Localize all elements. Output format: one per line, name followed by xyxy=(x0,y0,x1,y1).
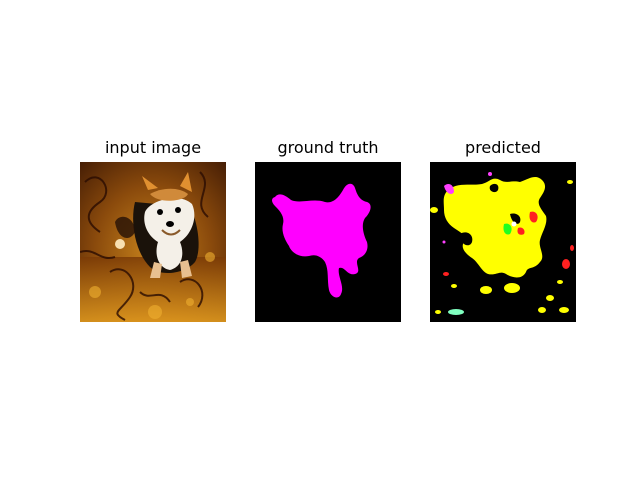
predicted-main-region xyxy=(443,176,547,278)
input-image-panel xyxy=(80,162,226,322)
predicted-panel xyxy=(430,162,576,322)
input-image xyxy=(80,162,226,322)
ground-truth-dog-region xyxy=(272,183,371,298)
input-image-title: input image xyxy=(104,138,202,157)
predicted-title: predicted xyxy=(465,138,541,157)
ground-truth-panel xyxy=(255,162,401,322)
ground-truth-mask xyxy=(255,162,401,322)
predicted-mask xyxy=(430,162,576,322)
ground-truth-title: ground truth xyxy=(277,138,379,157)
